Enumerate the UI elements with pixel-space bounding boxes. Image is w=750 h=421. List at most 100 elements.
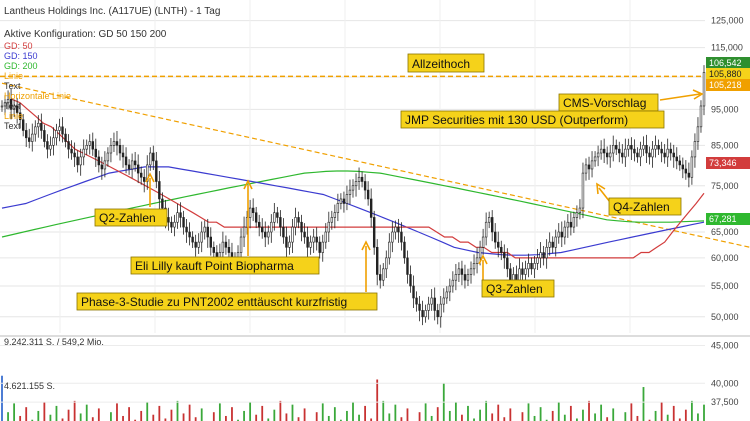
- candle-body: [539, 252, 542, 259]
- candle-body: [212, 246, 216, 253]
- candle-body: [427, 303, 430, 311]
- y-tick-label: 55,000: [711, 281, 739, 291]
- volume-bars: [1, 375, 705, 421]
- candle-body: [669, 148, 672, 154]
- volume-bar: [13, 403, 16, 421]
- volume-bar: [557, 402, 560, 421]
- volume-tick-label: 37,500: [711, 397, 739, 407]
- volume-bar: [346, 410, 348, 421]
- volume-bar: [454, 402, 457, 421]
- config-label: Aktive Konfiguration: GD 50 150 200: [4, 29, 167, 40]
- candle-body: [593, 156, 597, 162]
- candle-body: [267, 231, 270, 238]
- candle-body: [146, 164, 149, 182]
- candle-body: [366, 189, 370, 200]
- legend-item: Text: [4, 81, 21, 91]
- volume-bar: [261, 405, 264, 421]
- candle-body: [548, 241, 551, 248]
- candle-body: [170, 221, 173, 228]
- candle-body: [254, 212, 258, 223]
- candle-body: [475, 257, 479, 264]
- volume-bar: [273, 409, 276, 421]
- candle-body: [324, 231, 327, 243]
- candle-body: [297, 217, 300, 223]
- candle-body: [106, 152, 110, 162]
- volume-bar: [461, 414, 463, 421]
- candle-body: [37, 122, 40, 128]
- y-tick-label: 115,000: [711, 43, 743, 53]
- candle-body: [43, 130, 46, 142]
- volume-bar: [533, 415, 536, 421]
- volume-bar: [321, 403, 324, 421]
- volume-bar: [545, 419, 548, 421]
- candle-body: [618, 148, 621, 154]
- volume-bar: [231, 407, 233, 421]
- volume-bar: [569, 405, 572, 421]
- candle-body: [9, 99, 13, 110]
- candle-body: [554, 236, 557, 248]
- volume-bar: [636, 415, 639, 421]
- candle-body: [512, 274, 515, 281]
- volume-bar: [164, 418, 167, 421]
- candle-body: [506, 257, 509, 270]
- candle-body: [394, 226, 397, 233]
- volume-bar: [479, 409, 481, 421]
- candle-body: [333, 212, 337, 218]
- candle-body: [696, 126, 700, 142]
- candle-body: [242, 226, 246, 238]
- candle-body: [602, 148, 606, 154]
- candle-body: [279, 217, 282, 228]
- candle-body: [563, 226, 567, 238]
- candle-body: [357, 176, 361, 182]
- candle-body: [143, 176, 146, 182]
- candle-body: [590, 160, 594, 170]
- volume-bar: [25, 407, 28, 421]
- candle-body: [351, 185, 355, 191]
- candle-body: [221, 241, 225, 253]
- candle-body: [161, 198, 164, 209]
- candle-body: [542, 252, 545, 259]
- volume-bar: [666, 414, 669, 421]
- svg-text:CMS-Vorschlag: CMS-Vorschlag: [563, 96, 646, 110]
- candle-body: [490, 217, 494, 233]
- candle-body: [309, 241, 312, 248]
- candle-body: [188, 231, 191, 238]
- svg-text:Phase-3-Studie zu PNT2002 entt: Phase-3-Studie zu PNT2002 enttäuscht kur…: [81, 295, 347, 309]
- candle-body: [282, 226, 285, 238]
- annotation-allzeithoch: Allzeithoch: [407, 53, 485, 73]
- candle-body: [391, 231, 394, 243]
- volume-bar: [291, 404, 294, 421]
- volume-bar: [73, 400, 76, 421]
- candle-body: [524, 268, 527, 275]
- candle-body: [657, 145, 660, 150]
- candle-body: [460, 268, 464, 275]
- candle-body: [179, 212, 182, 218]
- volume-bar: [473, 418, 475, 421]
- y-tick-label: 125,000: [711, 16, 744, 26]
- legend-item: Horizontale Linie: [4, 91, 71, 101]
- candle-body: [599, 148, 603, 154]
- volume-bar: [642, 387, 645, 421]
- candle-body: [152, 152, 155, 162]
- candle-body: [261, 226, 264, 233]
- volume-bar: [467, 405, 469, 421]
- price-tag-gd50: 73,346: [706, 157, 750, 169]
- candle-body: [581, 172, 585, 209]
- candle-body: [345, 194, 349, 204]
- volume-bar: [594, 413, 596, 421]
- candle-body: [587, 164, 591, 170]
- candle-body: [569, 221, 573, 228]
- legend-item: GD: 150: [4, 51, 38, 61]
- candle-body: [264, 231, 267, 238]
- candle-body: [369, 198, 373, 218]
- y-tick-label: 50,000: [711, 312, 739, 322]
- candle-body: [85, 145, 88, 150]
- candle-body: [100, 164, 104, 170]
- price-tag-high: 105,880: [706, 68, 750, 80]
- candle-body: [442, 297, 445, 305]
- candle-body: [18, 112, 22, 121]
- y-tick-label: 60,000: [711, 253, 739, 263]
- candle-body: [690, 156, 694, 178]
